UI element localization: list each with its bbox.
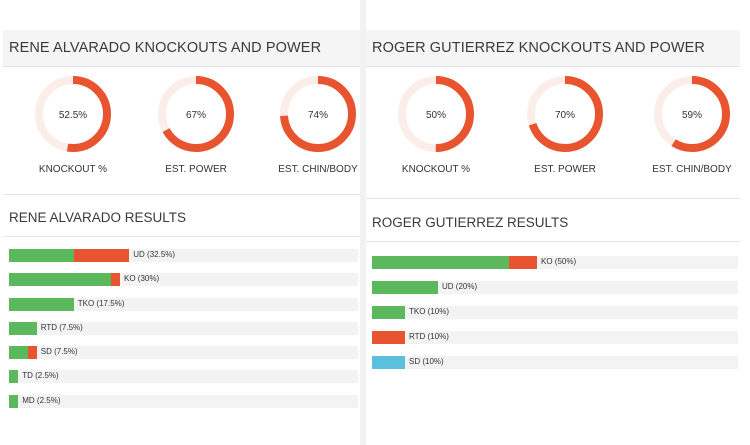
donut-arc [398, 76, 474, 152]
result-bar-ud: UD (20%) [372, 281, 738, 294]
donut-value: 52.5% [59, 110, 87, 121]
result-bar-ko: KO (50%) [372, 256, 738, 269]
bar-segment-red [73, 249, 130, 262]
donut-arc [527, 76, 603, 152]
bar-label: TKO (17.5%) [77, 298, 125, 308]
alvarado-knockout-ring: 52.5% [35, 76, 111, 152]
bar-segment-green [372, 256, 509, 269]
donut-arc [654, 76, 730, 152]
gutierrez-knockout-ring: 50% [398, 76, 474, 152]
donut-value: 59% [682, 110, 702, 121]
gutierrez-power-ring: 70% [527, 76, 603, 152]
bar-segment-green [9, 346, 28, 360]
alvarado-panel: RENE ALVARADO KNOCKOUTS AND POWER 52.5% … [3, 12, 360, 445]
bar-segment-green [372, 306, 405, 319]
gutierrez-knockout-donut: 50% KNOCKOUT % [386, 74, 486, 175]
bar-label: UD (20%) [442, 282, 478, 291]
alvarado-results-title: RENE ALVARADO RESULTS [9, 210, 187, 225]
bar-segment-red [372, 331, 405, 344]
bar-segment-green [9, 394, 19, 408]
bar-label: UD (32.5%) [133, 250, 176, 259]
panel-gap [360, 0, 366, 445]
divider [366, 241, 740, 242]
result-bar-ko: KO (30%) [9, 273, 358, 287]
gutierrez-power-donut: 70% EST. POWER [515, 74, 615, 175]
bar-label: KO (30%) [124, 274, 160, 284]
bar-label: SD (10%) [409, 357, 444, 366]
alvarado-knockout-donut: 52.5% KNOCKOUT % [23, 74, 123, 175]
bar-segment-green [9, 321, 37, 335]
result-bar-td: TD (2.5%) [9, 370, 358, 384]
gutierrez-chin-donut: 59% EST. CHIN/BODY [642, 74, 742, 175]
bar-segment-red [508, 256, 537, 269]
bar-label: RTD (10%) [409, 332, 449, 341]
bar-segment-green [372, 281, 438, 294]
result-bar-ud: UD (32.5%) [9, 249, 358, 262]
bar-segment-green [9, 297, 74, 311]
donut-value: 74% [308, 110, 328, 121]
gutierrez-panel: ROGER GUTIERREZ KNOCKOUTS AND POWER 50% … [366, 12, 740, 445]
donut-label: EST. POWER [534, 164, 596, 175]
bar-label: RTD (7.5%) [40, 322, 83, 332]
donut-value: 50% [426, 110, 446, 121]
alvarado-header: RENE ALVARADO KNOCKOUTS AND POWER [3, 30, 360, 67]
gutierrez-header: ROGER GUTIERREZ KNOCKOUTS AND POWER [366, 30, 740, 67]
alvarado-chin-donut: 74% EST. CHIN/BODY [268, 74, 368, 175]
donut-arc [35, 76, 111, 152]
gutierrez-results-title: ROGER GUTIERREZ RESULTS [372, 215, 569, 230]
donut-value: 67% [186, 110, 206, 121]
alvarado-results-bars: UD (32.5%) KO (30%) TKO (17.5%) RTD (7.5%) S… [9, 249, 358, 419]
result-bar-rtd: RTD (10%) [372, 331, 738, 344]
result-bar-rtd: RTD (7.5%) [9, 321, 358, 335]
result-bar-tko: TKO (10%) [372, 306, 738, 319]
alvarado-donuts: 52.5% KNOCKOUT % 67% EST. POWER 74% EST.… [3, 74, 360, 194]
donut-label: KNOCKOUT % [401, 164, 471, 175]
bar-segment-green [9, 370, 19, 384]
donut-label: EST. CHIN/BODY [278, 164, 358, 175]
bar-segment-green [9, 249, 74, 262]
alvarado-power-ring: 67% [158, 76, 234, 152]
alvarado-power-donut: 67% EST. POWER [146, 74, 246, 175]
bar-segment-red [27, 346, 37, 360]
donut-label: KNOCKOUT % [38, 164, 108, 175]
gutierrez-chin-ring: 59% [654, 76, 730, 152]
bar-segment-red [110, 273, 120, 287]
alvarado-header-title: RENE ALVARADO KNOCKOUTS AND POWER [9, 40, 322, 56]
donut-label: EST. POWER [165, 164, 227, 175]
bar-segment-green [9, 273, 111, 287]
bar-label: TKO (10%) [409, 307, 450, 316]
donut-arc [280, 76, 356, 152]
result-bar-sd: SD (7.5%) [9, 346, 358, 360]
donut-value: 70% [555, 110, 575, 121]
divider [366, 198, 740, 199]
result-bar-md: MD (2.5%) [9, 394, 358, 408]
bar-label: MD (2.5%) [22, 395, 61, 405]
gutierrez-donuts: 50% KNOCKOUT % 70% EST. POWER 59% EST. C… [366, 74, 740, 194]
bar-label: SD (7.5%) [40, 347, 78, 357]
bar-label: TD (2.5%) [22, 371, 59, 381]
bar-label: KO (50%) [541, 257, 577, 266]
gutierrez-header-title: ROGER GUTIERREZ KNOCKOUTS AND POWER [372, 40, 705, 56]
divider [3, 194, 360, 195]
gutierrez-results-bars: KO (50%) UD (20%) TKO (10%) RTD (10%) SD (10… [372, 256, 738, 381]
donut-arc [158, 76, 234, 152]
donut-label: EST. CHIN/BODY [652, 164, 732, 175]
result-bar-tko: TKO (17.5%) [9, 297, 358, 311]
alvarado-chin-ring: 74% [280, 76, 356, 152]
bar-segment-blue [372, 356, 405, 369]
divider [3, 236, 360, 237]
result-bar-sd: SD (10%) [372, 356, 738, 369]
